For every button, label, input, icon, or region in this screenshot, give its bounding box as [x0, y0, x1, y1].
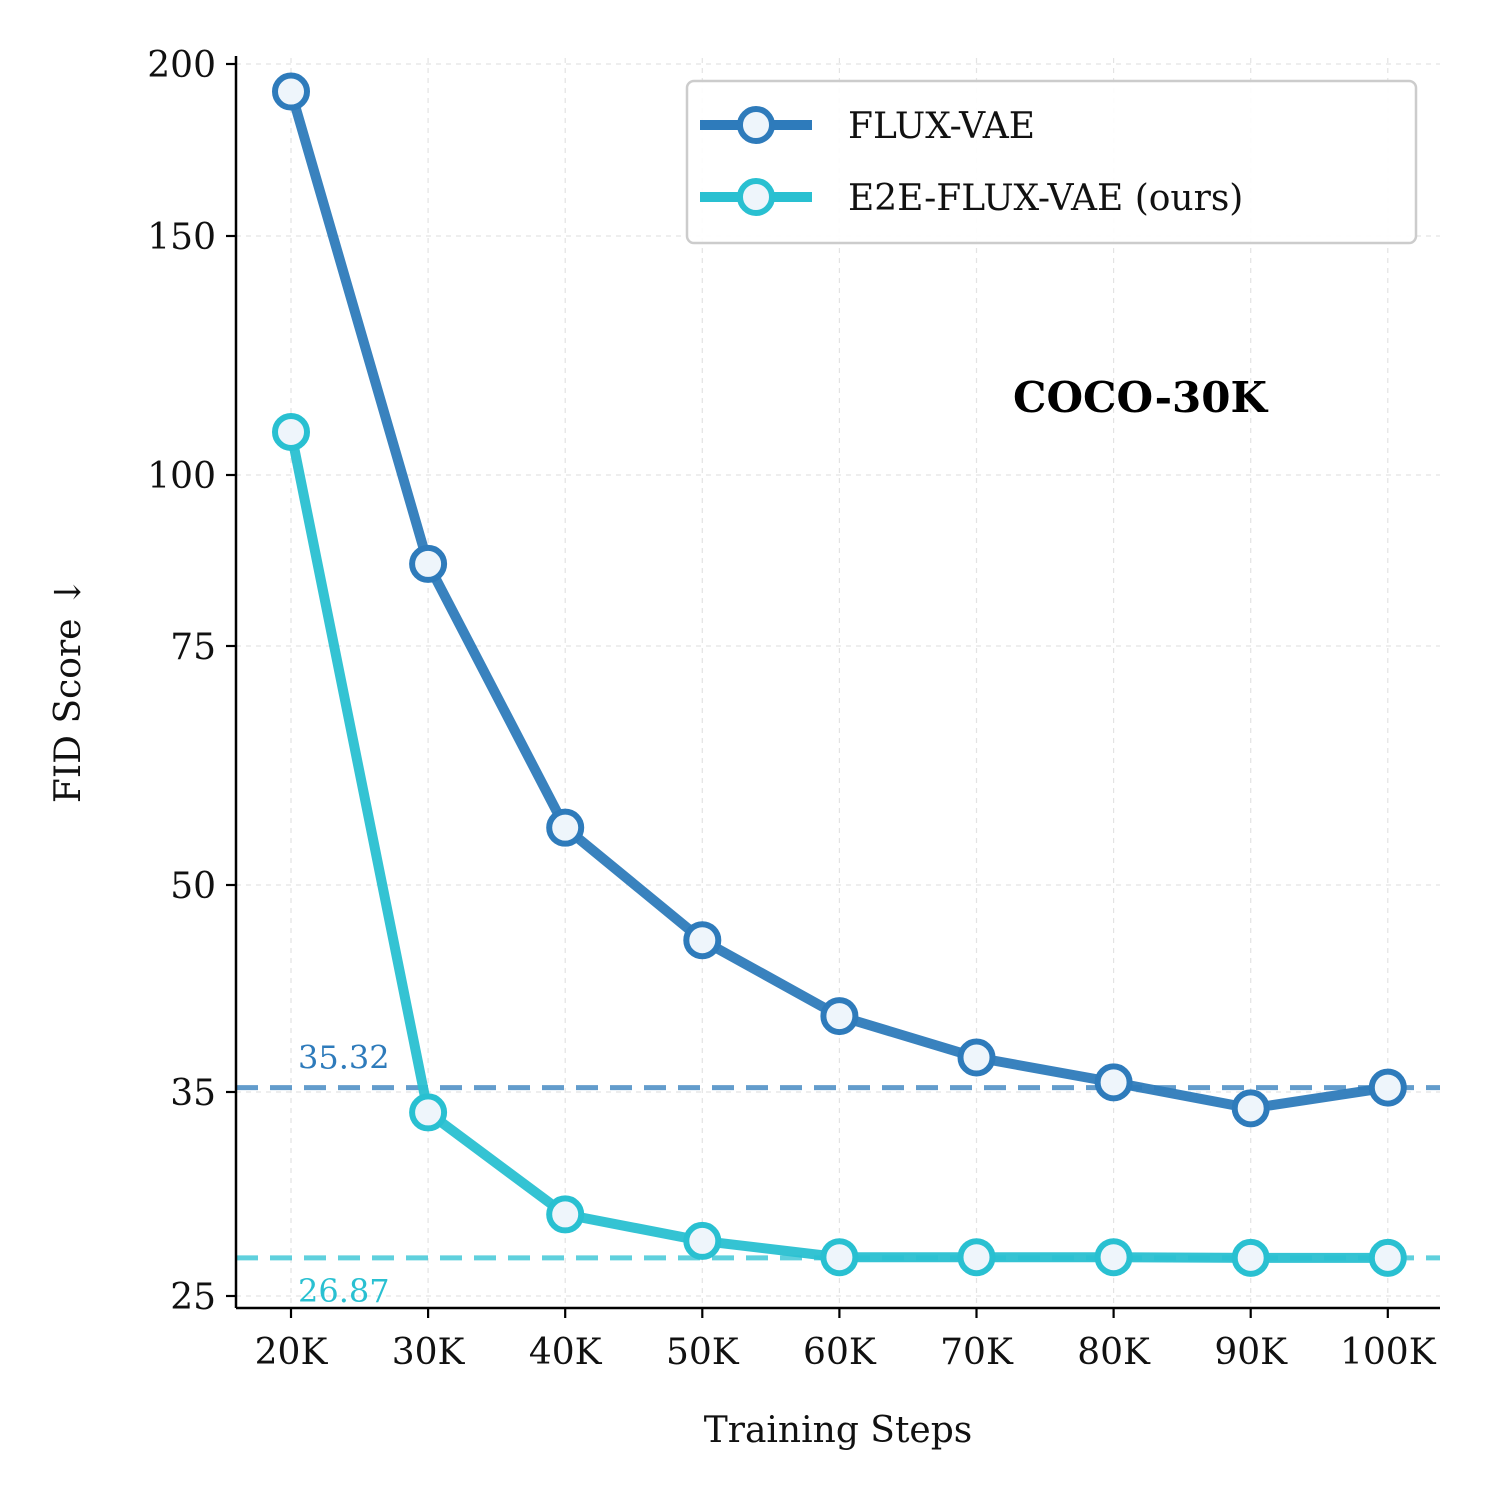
data-point — [820, 1238, 859, 1277]
data-point — [957, 1238, 996, 1277]
legend: FLUX-VAE E2E-FLUX-VAE (ours) — [685, 79, 1418, 245]
y-axis-ticks: 25 35 50 75 100 150 200 — [147, 45, 236, 1318]
legend-swatch-marker — [737, 106, 775, 144]
y-tick-label: 35 — [170, 1073, 216, 1114]
y-tick-label: 200 — [147, 45, 216, 86]
data-point — [272, 72, 310, 111]
legend-label: FLUX-VAE — [848, 106, 1035, 147]
data-point — [957, 1038, 996, 1077]
x-tick-label: 20K — [255, 1332, 329, 1373]
x-axis-title: Training Steps — [704, 1410, 973, 1451]
x-tick-label: 50K — [666, 1332, 740, 1373]
data-point — [1231, 1238, 1270, 1277]
legend-label: E2E-FLUX-VAE (ours) — [848, 178, 1243, 219]
reference-line-label: 26.87 — [298, 1272, 390, 1310]
x-tick-label: 60K — [803, 1332, 877, 1373]
x-tick-label: 30K — [392, 1332, 466, 1373]
data-point — [409, 1093, 448, 1132]
axes — [234, 56, 1440, 1310]
x-tick-label: 40K — [529, 1332, 603, 1373]
data-point — [546, 1195, 585, 1234]
data-point — [409, 544, 448, 583]
x-tick-label: 70K — [940, 1332, 1014, 1373]
x-tick-label: 90K — [1214, 1332, 1288, 1373]
y-tick-label: 50 — [170, 866, 216, 907]
data-point — [1231, 1089, 1270, 1128]
data-point — [546, 808, 585, 847]
data-point — [272, 412, 310, 451]
data-point — [1094, 1063, 1133, 1102]
series-line — [286, 430, 1388, 1263]
y-axis-title: FID Score ↓ — [48, 577, 89, 803]
y-tick-label: 100 — [147, 456, 216, 497]
legend-swatch-marker — [737, 178, 775, 216]
dataset-annotation: COCO-30K — [1013, 373, 1268, 422]
series-lines — [272, 72, 1407, 1277]
x-tick-label: 100K — [1340, 1332, 1437, 1373]
x-tick-label: 80K — [1077, 1332, 1151, 1373]
data-point — [683, 1221, 722, 1260]
data-point — [1368, 1238, 1407, 1277]
data-point — [1094, 1238, 1133, 1277]
x-axis-ticks: 20K 30K 40K 50K 60K 70K 80K 90K 100K — [255, 1308, 1437, 1373]
reference-line-label: 35.32 — [298, 1039, 390, 1077]
legend-box — [685, 79, 1418, 245]
data-point — [820, 997, 859, 1036]
data-point — [683, 921, 722, 960]
y-tick-label: 25 — [170, 1277, 216, 1318]
data-point — [1368, 1068, 1407, 1107]
y-tick-label: 150 — [147, 217, 216, 258]
y-tick-label: 75 — [170, 627, 216, 668]
